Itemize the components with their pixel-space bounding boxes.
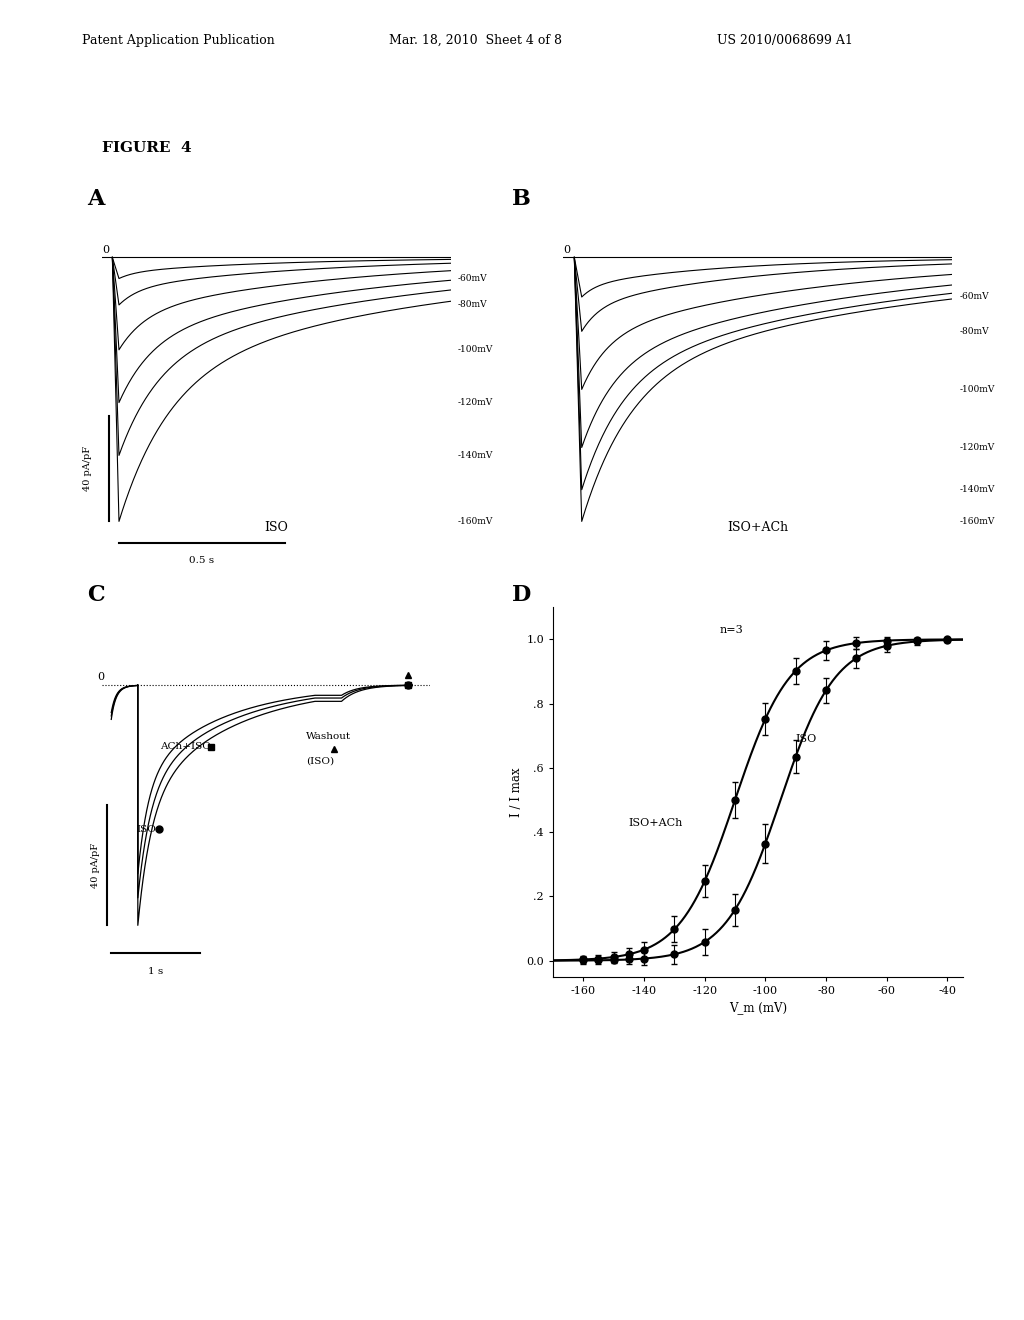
Text: US 2010/0068699 A1: US 2010/0068699 A1 — [717, 33, 853, 46]
Text: ISO: ISO — [264, 520, 289, 533]
Text: -120mV: -120mV — [959, 444, 995, 451]
Text: ISO: ISO — [796, 734, 817, 744]
Text: Washout: Washout — [306, 733, 351, 741]
Text: C: C — [87, 583, 104, 606]
Text: Mar. 18, 2010  Sheet 4 of 8: Mar. 18, 2010 Sheet 4 of 8 — [389, 33, 562, 46]
Text: B: B — [512, 187, 530, 210]
Text: -140mV: -140mV — [457, 451, 493, 459]
Y-axis label: I / I max: I / I max — [510, 767, 523, 817]
Text: -100mV: -100mV — [959, 385, 995, 393]
Text: Patent Application Publication: Patent Application Publication — [82, 33, 274, 46]
Text: D: D — [512, 583, 531, 606]
Text: -140mV: -140mV — [959, 486, 995, 494]
Text: 1 s: 1 s — [147, 966, 163, 975]
Text: -120mV: -120mV — [457, 399, 493, 407]
Text: ISO+ACh: ISO+ACh — [629, 818, 683, 828]
Text: -100mV: -100mV — [457, 346, 493, 354]
X-axis label: V_m (mV): V_m (mV) — [729, 1002, 786, 1014]
Text: n=3: n=3 — [720, 624, 743, 635]
Text: ACh+ISO: ACh+ISO — [160, 742, 211, 751]
Text: -60mV: -60mV — [959, 293, 989, 301]
Text: FIGURE  4: FIGURE 4 — [102, 141, 193, 154]
Text: -80mV: -80mV — [959, 327, 989, 335]
Text: ISO+ACh: ISO+ACh — [727, 520, 788, 533]
Text: 0: 0 — [97, 672, 104, 681]
Text: -160mV: -160mV — [959, 517, 995, 525]
Text: 0.5 s: 0.5 s — [189, 556, 214, 565]
Text: ISO: ISO — [136, 825, 156, 834]
Text: 0: 0 — [563, 244, 570, 255]
Text: -60mV: -60mV — [457, 275, 486, 282]
Text: 40 pA/pF: 40 pA/pF — [91, 842, 99, 888]
Text: 0: 0 — [102, 244, 109, 255]
Text: 40 pA/pF: 40 pA/pF — [83, 446, 92, 491]
Text: -80mV: -80mV — [457, 301, 486, 309]
Text: -160mV: -160mV — [457, 517, 493, 525]
Text: A: A — [87, 187, 104, 210]
Text: (ISO): (ISO) — [306, 756, 334, 766]
